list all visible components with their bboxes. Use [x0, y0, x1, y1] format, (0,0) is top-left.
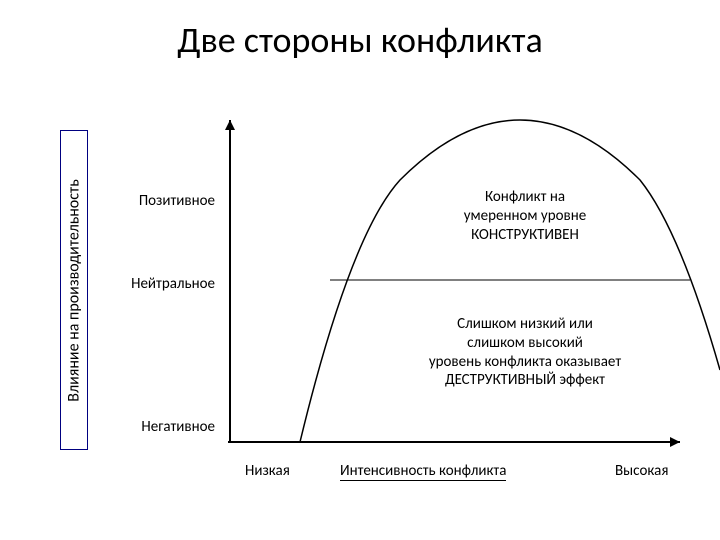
y-tick-neutral: Нейтральное: [95, 275, 215, 293]
chart-container: Влияние на производительность Позитивное…: [60, 120, 700, 500]
arrow-right-icon: [670, 437, 680, 447]
annotation-constructive: Конфликт наумеренном уровнеКОНСТРУКТИВЕН: [410, 188, 640, 244]
y-tick-negative: Негативное: [95, 418, 215, 436]
plot-area: Конфликт наумеренном уровнеКОНСТРУКТИВЕН…: [220, 120, 680, 460]
page-title: Две стороны конфликта: [0, 0, 720, 62]
y-axis-label-box: Влияние на производительность: [60, 130, 88, 450]
annotation-destructive: Слишком низкий илислишком высокийуровень…: [390, 315, 660, 390]
y-axis-label: Влияние на производительность: [65, 179, 84, 401]
y-tick-positive: Позитивное: [95, 192, 215, 210]
x-high-label: Высокая: [615, 462, 668, 480]
chart-svg: [220, 120, 700, 460]
arrow-up-icon: [225, 120, 235, 130]
bell-curve: [300, 120, 720, 442]
x-low-label: Низкая: [245, 462, 290, 480]
x-axis-title: Интенсивность конфликта: [340, 462, 506, 481]
